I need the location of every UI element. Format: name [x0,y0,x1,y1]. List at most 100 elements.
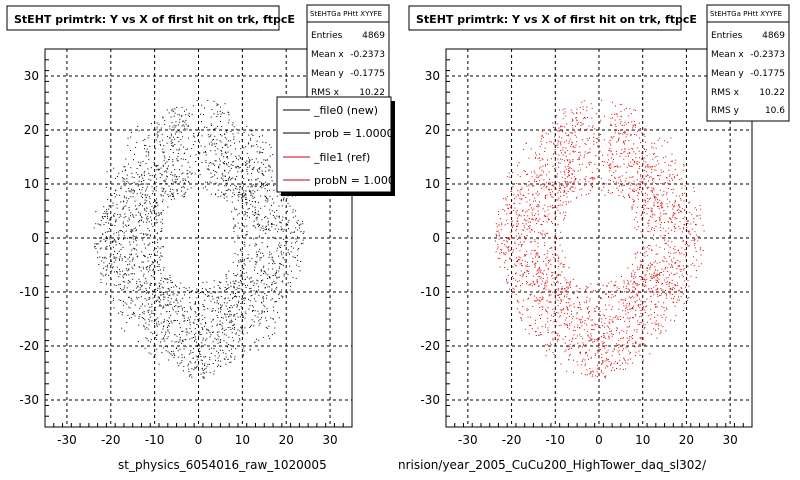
scatter-point [178,141,180,143]
scatter-point [231,337,233,339]
scatter-point [608,335,610,337]
scatter-point [262,141,264,143]
scatter-point [175,179,177,181]
scatter-point [220,150,222,151]
scatter-point [227,297,229,299]
scatter-point [243,297,245,299]
scatter-point [565,147,567,149]
scatter-point [254,310,256,312]
scatter-point [219,281,221,283]
scatter-point [130,273,132,275]
scatter-point [184,311,186,312]
scatter-point [281,289,283,291]
scatter-point [132,300,134,302]
scatter-point [524,227,526,229]
scatter-point [183,196,185,198]
scatter-point [573,113,575,115]
scatter-point [173,196,175,198]
scatter-point [237,235,239,237]
scatter-point [523,215,525,217]
scatter-point [516,213,518,215]
scatter-point [577,122,579,124]
scatter-point [261,291,262,293]
scatter-point [155,248,157,249]
chart-title-left: StEHT primtrk: Y vs X of first hit on tr… [14,13,295,26]
scatter-point [230,361,232,363]
scatter-point [224,136,226,138]
scatter-point [504,262,506,264]
scatter-point [256,279,258,281]
scatter-point [165,331,167,333]
scatter-point [560,142,562,144]
scatter-point [635,351,637,353]
scatter-point [588,306,590,308]
scatter-point [243,178,245,180]
scatter-point [642,183,644,185]
scatter-point [638,304,640,305]
scatter-point [263,163,265,165]
scatter-point [520,215,522,217]
scatter-point [223,197,225,199]
scatter-point [205,371,207,373]
scatter-point [621,299,623,301]
scatter-point [691,239,693,241]
scatter-point [669,288,671,290]
scatter-point [547,218,549,220]
scatter-point [93,227,95,229]
scatter-point [576,285,578,287]
scatter-point [190,309,192,311]
scatter-point [202,370,204,372]
scatter-point [243,196,245,198]
scatter-point [644,252,646,254]
scatter-point [272,154,274,156]
scatter-point [648,290,650,292]
scatter-point [136,168,138,169]
scatter-point [159,172,161,174]
scatter-point [256,144,258,146]
scatter-point [703,230,705,232]
scatter-point [611,175,613,177]
scatter-point [532,261,534,263]
scatter-point [626,326,628,328]
scatter-point [100,240,102,242]
scatter-point [640,175,641,177]
scatter-point [156,334,158,336]
scatter-point [539,268,541,270]
scatter-point [557,338,559,340]
scatter-point [564,257,566,258]
scatter-point [178,183,180,185]
scatter-point [231,352,233,354]
scatter-point [276,276,278,278]
scatter-point [634,274,636,275]
scatter-point [641,309,643,311]
scatter-point [652,158,654,160]
scatter-point [231,320,233,322]
scatter-point [251,294,253,296]
scatter-point [167,288,169,290]
scatter-point [266,201,268,203]
scatter-point [176,341,178,343]
scatter-point [624,140,626,141]
scatter-point [225,138,227,140]
scatter-point [232,133,234,135]
scatter-point [211,144,213,146]
scatter-point [596,138,598,139]
scatter-point [592,374,594,376]
scatter-point [661,171,663,173]
scatter-point [663,307,665,309]
scatter-point [226,196,228,198]
scatter-point [228,188,230,190]
scatter-point [156,122,158,124]
scatter-point [164,123,166,125]
scatter-point [157,212,159,214]
scatter-point [219,320,221,322]
scatter-point [624,143,625,145]
y-tick-label-2: -10 [19,285,39,299]
scatter-point [588,164,590,166]
scatter-point [665,295,667,297]
scatter-point [566,291,568,293]
scatter-point [145,196,147,198]
scatter-point [544,147,546,149]
scatter-point [632,290,634,292]
scatter-point [251,305,253,307]
